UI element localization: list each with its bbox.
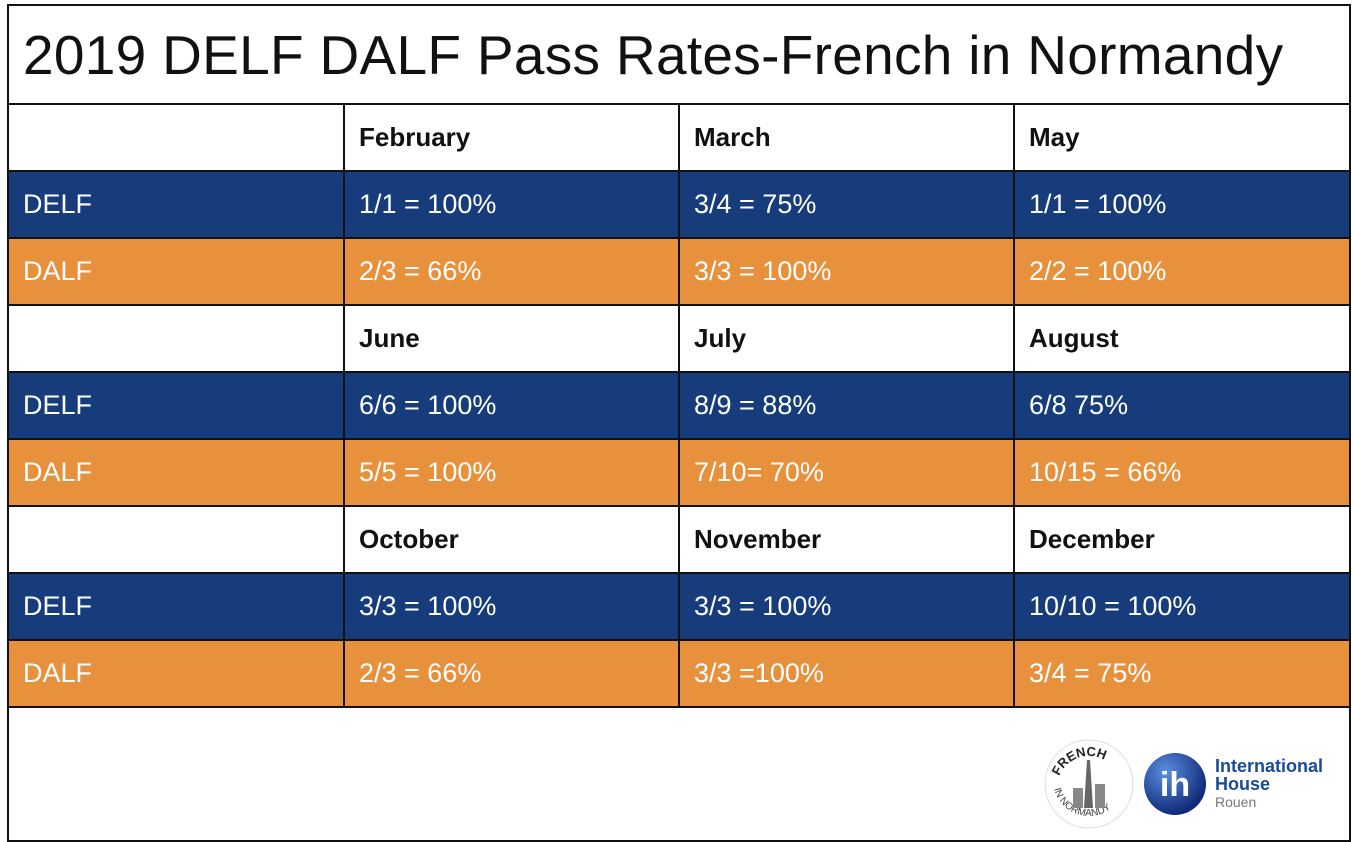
pass-rate-cell: 3/3 =100%: [678, 639, 1015, 708]
month-header-row: June July August: [9, 304, 1349, 373]
delf-row: DELF 1/1 = 100% 3/4 = 75% 1/1 = 100%: [9, 170, 1349, 239]
pass-rate-cell: 1/1 = 100%: [343, 170, 680, 239]
pass-rate-cell: 7/10= 70%: [678, 438, 1015, 507]
empty-cell: [9, 505, 345, 574]
month-header: May: [1013, 105, 1349, 172]
month-header: June: [343, 304, 680, 373]
empty-cell: [9, 105, 345, 172]
ih-line2: House: [1214, 774, 1270, 794]
pass-rates-sheet: 2019 DELF DALF Pass Rates-French in Norm…: [7, 4, 1351, 842]
month-header: December: [1013, 505, 1349, 574]
pass-rate-cell: 8/9 = 88%: [678, 371, 1015, 440]
pass-rate-cell: 2/3 = 66%: [343, 237, 680, 306]
page-title: 2019 DELF DALF Pass Rates-French in Norm…: [9, 6, 1349, 105]
dalf-row: DALF 2/3 = 66% 3/3 = 100% 2/2 = 100%: [9, 237, 1349, 306]
pass-rates-table: February March May DELF 1/1 = 100% 3/4 = 75% 1…: [9, 105, 1349, 708]
month-header: July: [678, 304, 1015, 373]
pass-rate-cell: 3/3 = 100%: [343, 572, 680, 641]
month-header: November: [678, 505, 1015, 574]
pass-rate-cell: 3/3 = 100%: [678, 572, 1015, 641]
ih-mark: ih: [1160, 766, 1190, 804]
dalf-row: DALF 2/3 = 66% 3/3 =100% 3/4 = 75%: [9, 639, 1349, 708]
row-label: DELF: [9, 371, 345, 440]
international-house-wordmark: International House Rouen: [1215, 757, 1323, 811]
pass-rate-cell: 6/6 = 100%: [343, 371, 680, 440]
pass-rate-cell: 3/4 = 75%: [1013, 639, 1349, 708]
french-in-normandy-logo: FRENCH IN NORMANDY: [1044, 739, 1134, 829]
pass-rate-cell: 10/15 = 66%: [1013, 438, 1349, 507]
dalf-row: DALF 5/5 = 100% 7/10= 70% 10/15 = 66%: [9, 438, 1349, 507]
pass-rate-cell: 5/5 = 100%: [343, 438, 680, 507]
pass-rate-cell: 3/4 = 75%: [678, 170, 1015, 239]
logos: FRENCH IN NORMANDY ih International Hous…: [1043, 738, 1323, 830]
month-header: August: [1013, 304, 1349, 373]
pass-rate-cell: 2/3 = 66%: [343, 639, 680, 708]
international-house-logo-mark: ih: [1143, 753, 1206, 815]
row-label: DELF: [9, 170, 345, 239]
pass-rate-cell: 1/1 = 100%: [1013, 170, 1349, 239]
row-label: DELF: [9, 572, 345, 641]
delf-row: DELF 6/6 = 100% 8/9 = 88% 6/8 75%: [9, 371, 1349, 440]
pass-rate-cell: 2/2 = 100%: [1013, 237, 1349, 306]
ih-line1: International: [1214, 756, 1323, 776]
month-header-row: October November December: [9, 505, 1349, 574]
row-label: DALF: [9, 639, 345, 708]
pass-rate-cell: 3/3 = 100%: [678, 237, 1015, 306]
pass-rate-cell: 6/8 75%: [1013, 371, 1349, 440]
empty-cell: [9, 304, 345, 373]
delf-row: DELF 3/3 = 100% 3/3 = 100% 10/10 = 100%: [9, 572, 1349, 641]
month-header: March: [678, 105, 1015, 172]
month-header: October: [343, 505, 680, 574]
footer: FRENCH IN NORMANDY ih International Hous…: [9, 712, 1349, 840]
month-header-row: February March May: [9, 105, 1349, 172]
pass-rate-cell: 10/10 = 100%: [1013, 572, 1349, 641]
ih-line3: Rouen: [1214, 794, 1257, 810]
row-label: DALF: [9, 438, 345, 507]
row-label: DALF: [9, 237, 345, 306]
month-header: February: [343, 105, 680, 172]
